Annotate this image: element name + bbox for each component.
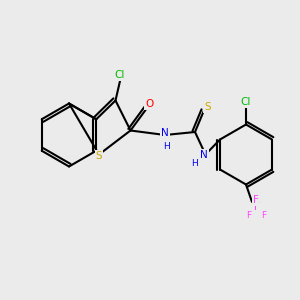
Text: F: F (246, 212, 251, 220)
Text: Cl: Cl (115, 70, 125, 80)
Text: N: N (161, 128, 169, 139)
Text: O: O (145, 99, 154, 110)
Text: N: N (200, 149, 208, 160)
Text: S: S (204, 102, 211, 112)
Text: Cl: Cl (241, 97, 251, 107)
Text: F: F (254, 202, 260, 212)
Text: F: F (261, 212, 266, 220)
Text: H: H (163, 142, 170, 151)
Text: H: H (191, 159, 197, 168)
Text: S: S (96, 151, 102, 161)
Text: F: F (253, 195, 259, 205)
